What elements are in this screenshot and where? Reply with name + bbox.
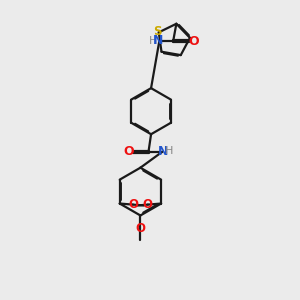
Text: H: H [149,36,157,46]
Text: O: O [123,145,134,158]
Text: H: H [165,146,174,156]
Text: N: N [153,34,164,47]
Text: S: S [154,25,162,38]
Text: N: N [158,145,169,158]
Text: O: O [188,35,199,48]
Text: O: O [143,198,153,211]
Text: O: O [135,222,146,235]
Text: O: O [128,198,138,211]
